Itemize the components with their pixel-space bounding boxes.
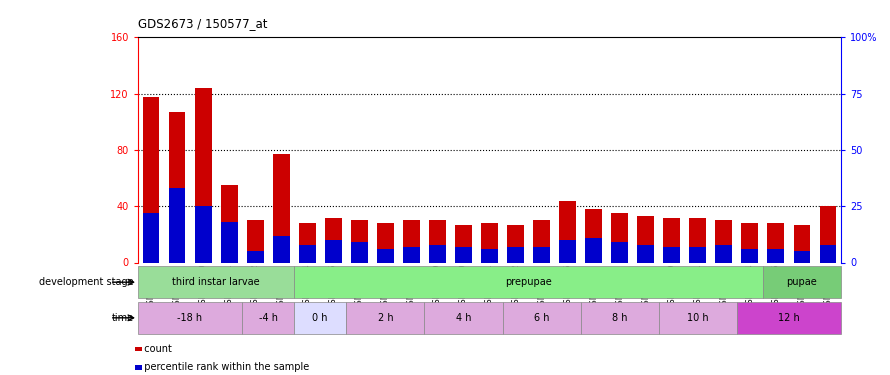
Bar <box>580 302 659 334</box>
Bar <box>295 302 346 334</box>
Bar <box>763 266 841 298</box>
Text: prepupae: prepupae <box>506 277 552 287</box>
Bar <box>168 188 185 262</box>
Text: percentile rank within the sample: percentile rank within the sample <box>138 363 309 372</box>
Bar <box>716 220 732 262</box>
Bar <box>299 244 316 262</box>
Text: GDS2673 / 150577_at: GDS2673 / 150577_at <box>138 18 268 30</box>
Bar <box>481 223 498 262</box>
Bar <box>533 247 550 262</box>
Bar <box>741 249 758 262</box>
Text: 12 h: 12 h <box>778 313 800 323</box>
Text: 0 h: 0 h <box>312 313 328 323</box>
Bar <box>272 154 289 262</box>
Text: 2 h: 2 h <box>377 313 393 323</box>
Bar <box>690 247 707 262</box>
Bar <box>455 225 472 262</box>
Bar <box>247 251 263 262</box>
Bar <box>351 220 368 262</box>
Bar <box>376 249 393 262</box>
Bar <box>663 217 680 262</box>
Bar <box>221 185 238 262</box>
Bar <box>272 236 289 262</box>
Bar <box>767 223 784 262</box>
Bar <box>741 223 758 262</box>
Bar <box>425 302 503 334</box>
Text: 10 h: 10 h <box>687 313 708 323</box>
Bar <box>767 249 784 262</box>
Bar <box>142 96 159 262</box>
Bar <box>242 302 295 334</box>
Bar <box>533 220 550 262</box>
Text: pupae: pupae <box>787 277 817 287</box>
Text: -4 h: -4 h <box>259 313 278 323</box>
Bar <box>455 247 472 262</box>
Bar <box>195 88 212 262</box>
Bar <box>559 201 576 262</box>
Bar <box>507 247 524 262</box>
Text: time: time <box>111 313 134 323</box>
Bar <box>221 222 238 262</box>
Bar <box>325 217 342 262</box>
Bar <box>168 112 185 262</box>
Bar <box>403 220 420 262</box>
Bar <box>637 216 654 262</box>
Bar <box>247 220 263 262</box>
Bar <box>820 244 837 262</box>
Bar <box>690 217 707 262</box>
Bar <box>716 244 732 262</box>
Bar <box>299 223 316 262</box>
Bar <box>663 247 680 262</box>
Bar <box>659 302 737 334</box>
Bar <box>737 302 841 334</box>
Bar <box>611 213 628 262</box>
Text: count: count <box>138 344 172 354</box>
Bar <box>195 206 212 262</box>
Text: 8 h: 8 h <box>612 313 627 323</box>
Bar <box>559 240 576 262</box>
Bar <box>376 223 393 262</box>
Bar <box>794 225 811 262</box>
Bar <box>794 251 811 262</box>
Bar <box>325 240 342 262</box>
Text: -18 h: -18 h <box>177 313 203 323</box>
Bar <box>503 302 580 334</box>
Bar <box>586 238 603 262</box>
Text: development stage: development stage <box>39 277 134 287</box>
Bar <box>820 206 837 262</box>
Bar <box>138 266 295 298</box>
Bar <box>142 213 159 262</box>
Bar <box>429 220 446 262</box>
Text: 4 h: 4 h <box>456 313 471 323</box>
Bar <box>138 302 242 334</box>
Text: 6 h: 6 h <box>534 313 549 323</box>
Bar <box>429 244 446 262</box>
Bar <box>351 242 368 262</box>
Bar <box>403 247 420 262</box>
Bar <box>611 242 628 262</box>
Bar <box>586 209 603 262</box>
Bar <box>481 249 498 262</box>
Bar <box>507 225 524 262</box>
Bar <box>637 244 654 262</box>
Text: third instar larvae: third instar larvae <box>173 277 260 287</box>
Bar <box>346 302 425 334</box>
Bar <box>295 266 763 298</box>
